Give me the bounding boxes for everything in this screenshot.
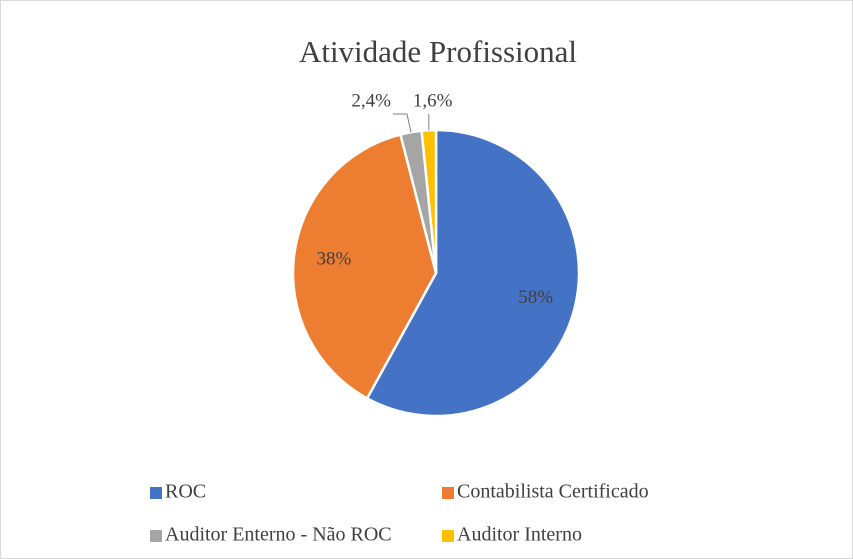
legend-label: Auditor Interno <box>457 524 582 546</box>
legend-label: Auditor Enterno - Não ROC <box>165 524 392 546</box>
legend-label: ROC <box>165 481 206 503</box>
data-label: 38% <box>316 248 351 269</box>
legend-swatch <box>150 530 162 542</box>
data-label: 1,6% <box>413 90 453 111</box>
pie-slice <box>291 132 438 401</box>
legend-label: Contabilista Certificado <box>457 481 649 503</box>
legend-swatch <box>442 530 454 542</box>
legend-swatch <box>150 487 162 499</box>
leader-line <box>392 113 412 133</box>
chart-title: Atividade Profissional <box>299 34 577 69</box>
legend-swatch <box>442 487 454 499</box>
pie-slice <box>365 128 581 418</box>
data-label: 58% <box>518 287 553 308</box>
data-label: 2,4% <box>351 90 391 111</box>
